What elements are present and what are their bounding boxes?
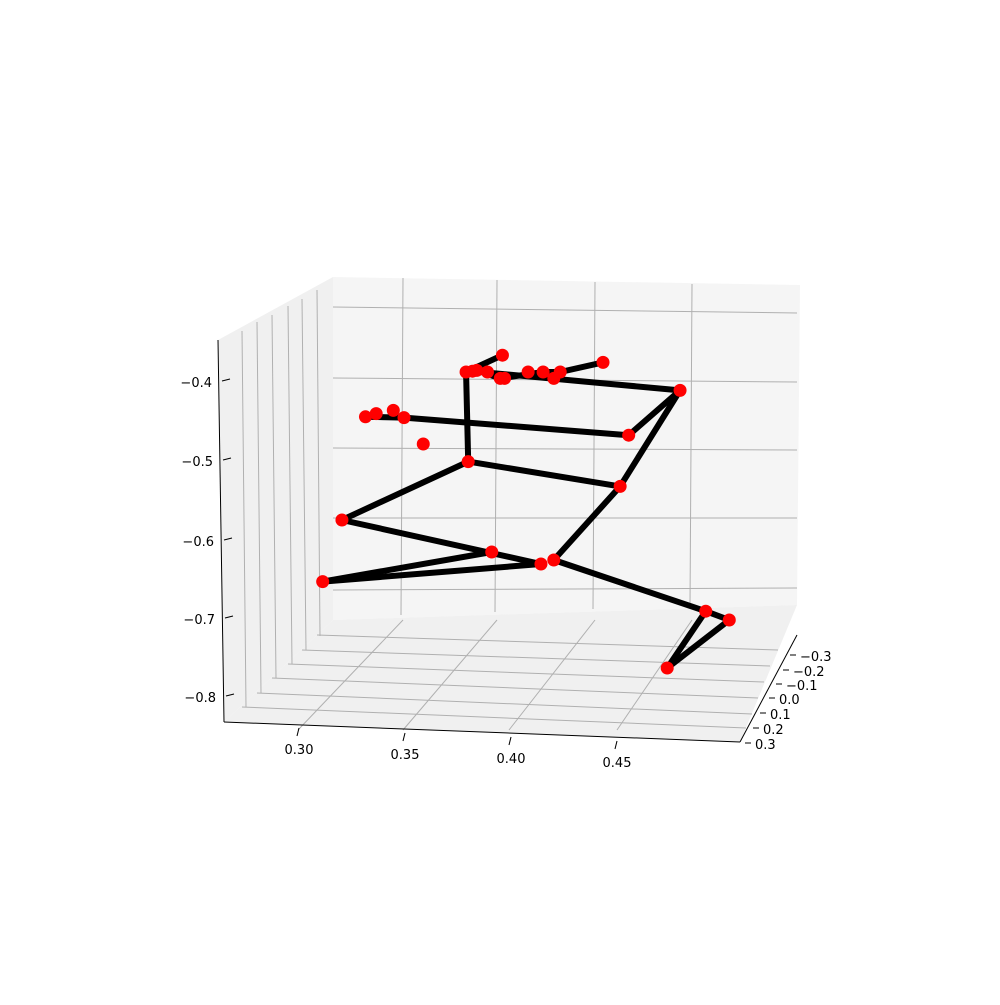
grid-line	[271, 314, 277, 679]
y-tick-label: −0.1	[786, 679, 818, 694]
bone-elbow-lower-knee-lower	[338, 517, 544, 567]
grid-line	[271, 677, 759, 699]
joint-knee-upper	[547, 553, 561, 567]
y-tick-label: −0.3	[800, 650, 832, 665]
grid-line	[241, 706, 747, 729]
z-tick-label: −0.8	[184, 691, 216, 706]
z-tick	[224, 615, 234, 619]
joint-hand-1	[358, 410, 372, 424]
bone-elbow-upper-hand-4	[401, 414, 632, 439]
joint-face-3	[470, 363, 484, 377]
bone-face-10-hand-tip	[557, 359, 607, 375]
bone-shoulder-lower-elbow-lower	[338, 458, 472, 523]
grid-line	[256, 321, 262, 694]
left-pane	[218, 277, 333, 722]
x-axis-line	[223, 721, 741, 743]
x-tick-label: 0.35	[391, 748, 420, 763]
y-axis-line	[739, 634, 798, 743]
joint-hip-upper	[613, 479, 627, 493]
x-tick-label: 0.30	[285, 743, 314, 758]
z-tick-label: −0.5	[181, 455, 213, 470]
grid-line	[689, 283, 693, 607]
z-tick-label: −0.4	[180, 376, 212, 391]
grid-line	[297, 619, 404, 731]
joint-hand-tip	[596, 355, 610, 369]
z-tick-label: −0.6	[182, 535, 214, 550]
bone-shoulder-lower-hip-upper	[465, 458, 624, 490]
grid-line	[287, 663, 765, 683]
x-tick-label: 0.45	[603, 756, 632, 771]
bone-hip-upper-knee-upper	[550, 483, 624, 563]
grid-line	[332, 306, 798, 314]
axis-lines	[217, 339, 798, 743]
joint-hand-3	[386, 403, 400, 417]
bone-knee-lower-ankle-lower	[319, 561, 544, 585]
joint-wrist-lower	[485, 545, 499, 559]
joint-shoulder-lower	[461, 455, 475, 469]
bone-toe-upper-heel-upper	[664, 617, 733, 671]
joint-face-10	[553, 365, 567, 379]
bone-ankle-lower-wrist-lower	[319, 549, 495, 585]
bone-heel-upper-ankle-upper	[664, 608, 709, 671]
joint-face-7	[521, 365, 535, 379]
joint-toe-upper	[722, 613, 736, 627]
y-tick-label: 0.3	[755, 738, 776, 753]
grid-line	[400, 277, 404, 616]
x-tick	[614, 740, 618, 750]
joint-hand-2	[369, 407, 383, 421]
joint-face-6	[498, 371, 512, 385]
x-tick-label: 0.40	[497, 752, 526, 767]
joint-ankle-lower	[316, 575, 330, 589]
joint-knee-lower	[534, 557, 548, 571]
joint-elbow-upper	[622, 428, 636, 442]
grid-line	[301, 298, 307, 651]
y-tick-label: 0.2	[763, 723, 784, 738]
z-tick	[222, 457, 232, 461]
y-tick-label: 0.1	[770, 708, 791, 723]
grid-lines	[241, 277, 798, 731]
grid-line	[616, 619, 693, 731]
y-tick-label: −0.2	[793, 665, 825, 680]
grid-line	[402, 619, 498, 731]
z-tick-label: −0.7	[183, 613, 215, 628]
joint-face-8	[536, 365, 550, 379]
joint-elbow-lower	[335, 513, 349, 527]
x-tick	[508, 736, 512, 746]
back-pane	[333, 277, 800, 620]
joint-shoulder-upper	[673, 383, 687, 397]
grid-line	[256, 692, 753, 715]
joint-hand-5	[416, 437, 430, 451]
joint-ankle-upper	[699, 604, 713, 618]
grid-line	[332, 447, 798, 451]
joint-heel-upper	[660, 661, 674, 675]
skeleton-joints	[316, 348, 736, 675]
bone-face-1-shoulder-lower	[463, 369, 472, 465]
bone-shoulder-upper-hip-upper	[617, 387, 684, 490]
grid-line	[301, 649, 771, 667]
x-tick	[402, 732, 406, 742]
bone-knee-upper-ankle-upper	[550, 557, 709, 615]
joint-face-4	[480, 365, 494, 379]
grid-line	[287, 305, 293, 665]
grid-line	[592, 281, 596, 610]
y-tick-label: 0.0	[779, 693, 800, 708]
joint-hand-4	[397, 411, 411, 425]
z-axis-line	[217, 339, 225, 723]
floor-pane	[224, 605, 797, 742]
joint-head-top	[495, 348, 509, 362]
grid-line	[332, 587, 798, 591]
tick-marks	[221, 378, 796, 750]
tick-labels: 0.30 0.35 0.40 0.45 −0.3−0.2−0.10.00.10.20.3…	[180, 376, 831, 771]
grid-line	[241, 330, 247, 708]
z-tick	[221, 378, 231, 382]
bone-shoulder-upper-elbow-upper	[625, 387, 684, 439]
z-tick	[223, 537, 233, 541]
grid-line	[316, 634, 779, 651]
grid-line	[508, 619, 596, 731]
axis-panes	[218, 277, 800, 742]
z-tick	[225, 693, 235, 697]
x-tick	[296, 727, 300, 737]
